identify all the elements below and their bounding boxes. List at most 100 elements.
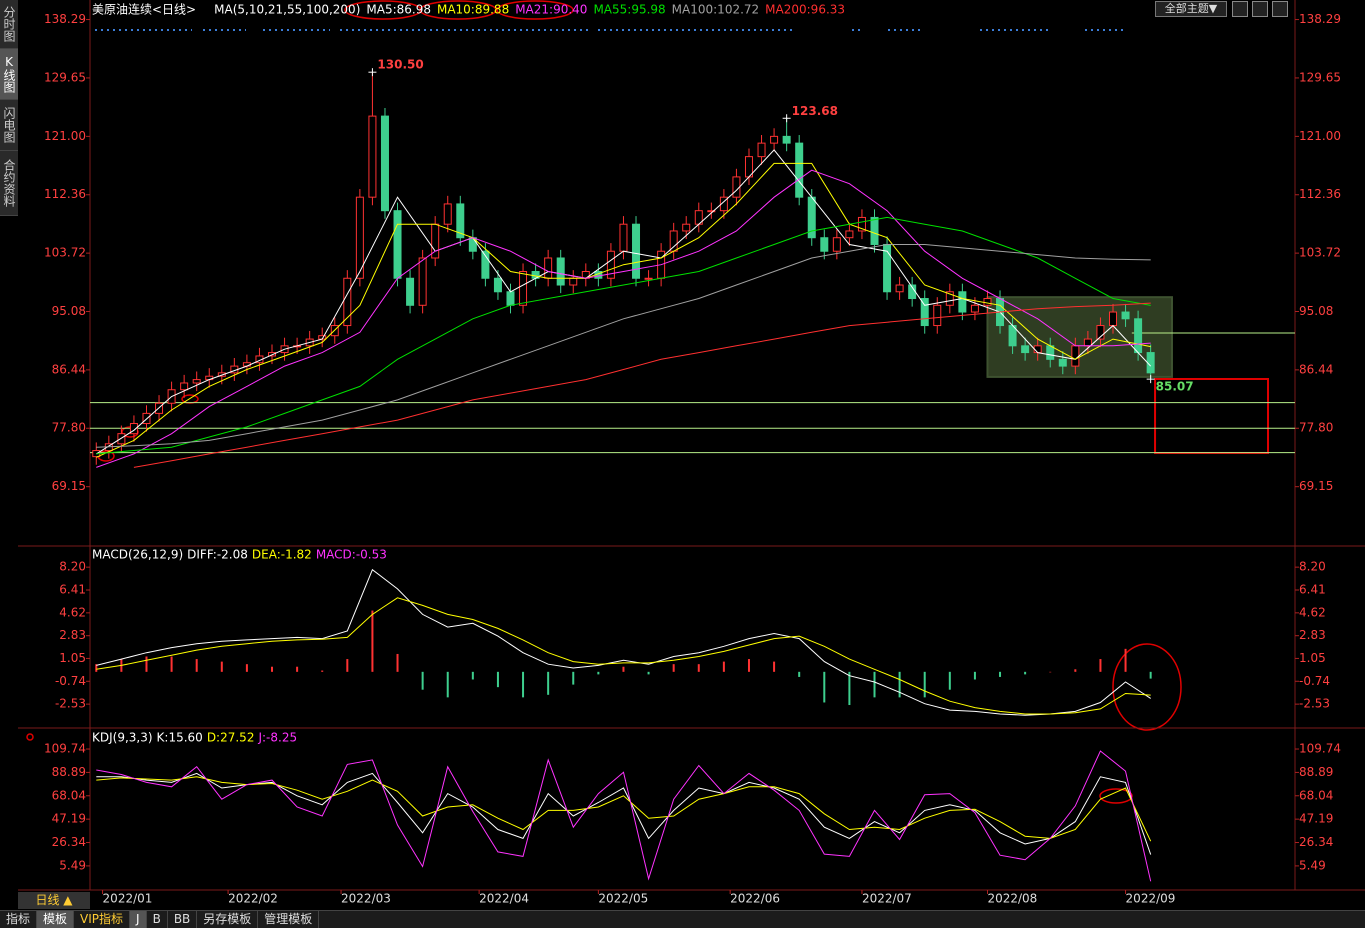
y-tick-label: 86.44	[52, 362, 86, 376]
theme-dropdown[interactable]: 全部主题▼	[1155, 1, 1227, 17]
peak-label: 123.68	[792, 104, 838, 118]
x-tick-label: 2022/01	[103, 892, 153, 906]
series-line	[96, 169, 1151, 468]
tab[interactable]: 另存模板	[197, 911, 259, 928]
toolbar-icon[interactable]	[1252, 1, 1268, 17]
y-tick-label: 2.83	[59, 628, 86, 642]
tab[interactable]: 模板	[37, 911, 75, 928]
y-tick-label: 88.89	[52, 765, 86, 779]
candle-body	[719, 196, 728, 212]
legend-item: MA100:102.72	[672, 3, 760, 17]
x-tick-label: 2022/06	[730, 892, 780, 906]
legend-item: K:15.60	[157, 731, 203, 745]
candle-body	[217, 372, 226, 377]
y-tick-label-right: 69.15	[1299, 479, 1333, 493]
candle-body	[1071, 345, 1080, 367]
candle-body	[1083, 338, 1092, 347]
y-tick-label-right: 77.80	[1299, 421, 1333, 435]
legend-item: MA(5,10,21,55,100,200)	[214, 3, 360, 17]
candle-body	[1046, 345, 1055, 360]
y-tick-label: 8.20	[59, 560, 86, 574]
macd-bar	[597, 671, 600, 675]
y-tick-label-right: 112.36	[1299, 187, 1341, 201]
y-tick-label-right: 68.04	[1299, 788, 1333, 802]
y-tick-label: -0.74	[55, 674, 86, 688]
y-tick-label-right: 109.74	[1299, 742, 1341, 756]
y-tick-label-right: -2.53	[1299, 697, 1330, 711]
legend-item: DEA:-1.82	[252, 548, 312, 562]
candle-body	[619, 223, 628, 252]
macd-bar	[1024, 671, 1027, 675]
candle-body	[933, 304, 942, 327]
tab[interactable]: 指标	[0, 911, 38, 928]
candle-body	[870, 216, 879, 245]
side-tab[interactable]: 合约资料	[0, 151, 18, 216]
candle-body	[1096, 325, 1105, 340]
legend-item: MA5:86.98	[366, 3, 431, 17]
legend-item: MA55:95.98	[593, 3, 665, 17]
series-line	[96, 568, 1151, 716]
tab[interactable]: J	[130, 911, 147, 928]
macd-bar	[647, 671, 650, 675]
toolbar-icon[interactable]	[1272, 1, 1288, 17]
y-tick-label-right: 86.44	[1299, 362, 1333, 376]
y-tick-label-right: 5.49	[1299, 858, 1326, 872]
highlight-ellipse	[1099, 788, 1133, 804]
macd-bar	[245, 664, 248, 672]
candle-body	[770, 135, 779, 144]
candle-body	[481, 250, 490, 279]
y-tick-label: 95.08	[52, 304, 86, 318]
tab[interactable]: VIP指标	[74, 911, 131, 928]
side-tab[interactable]: K线图	[0, 49, 18, 100]
macd-bar	[446, 671, 449, 698]
legend-item: KDJ(9,3,3)	[92, 731, 153, 745]
candle-body	[920, 298, 929, 327]
legend-item: D:27.52	[207, 731, 255, 745]
y-tick-label: 109.74	[44, 742, 86, 756]
y-tick-label-right: 88.89	[1299, 765, 1333, 779]
side-tab[interactable]: 闪电图	[0, 100, 18, 151]
macd-bar	[346, 659, 349, 672]
candle-body	[1134, 318, 1143, 354]
candle-body	[644, 277, 653, 280]
period-selector[interactable]: 日线 ▲	[18, 892, 90, 909]
series-line	[96, 149, 1152, 455]
side-tab[interactable]: 分时图	[0, 0, 18, 49]
y-tick-label: 129.65	[44, 70, 86, 84]
y-tick-label: 4.62	[59, 605, 86, 619]
macd-bar	[95, 664, 98, 672]
tab[interactable]: 管理模板	[258, 911, 320, 928]
macd-bar	[572, 671, 575, 685]
y-tick-label-right: 129.65	[1299, 70, 1341, 84]
candle-body	[1108, 311, 1117, 327]
macd-bar	[371, 610, 374, 672]
macd-bar	[873, 671, 876, 698]
tab[interactable]: B	[147, 911, 168, 928]
candle-body	[493, 277, 502, 293]
candle-body	[1058, 358, 1067, 367]
highlight-ellipse	[496, 0, 574, 20]
y-tick-label: 121.00	[44, 129, 86, 143]
macd-bar	[697, 664, 700, 672]
candle-body	[406, 277, 415, 306]
macd-bar	[973, 671, 976, 680]
candle-body	[606, 250, 615, 279]
x-tick-label: 2022/03	[341, 892, 391, 906]
macd-bar	[898, 671, 901, 698]
toolbar-icon[interactable]	[1232, 1, 1248, 17]
tab[interactable]: BB	[168, 911, 198, 928]
candle-body	[1121, 311, 1130, 320]
x-tick-label: 2022/07	[862, 892, 912, 906]
macd-bar	[798, 671, 801, 677]
y-tick-label-right: 4.62	[1299, 605, 1326, 619]
y-tick-label: 69.15	[52, 479, 86, 493]
candle-body	[456, 203, 465, 239]
macd-bar	[848, 671, 851, 706]
macd-bar	[622, 666, 625, 672]
candle-body	[707, 210, 716, 213]
series-line	[133, 302, 1151, 468]
legend-item: MA200:96.33	[765, 3, 845, 17]
macd-bar	[1124, 648, 1127, 672]
macd-bar	[948, 671, 951, 690]
